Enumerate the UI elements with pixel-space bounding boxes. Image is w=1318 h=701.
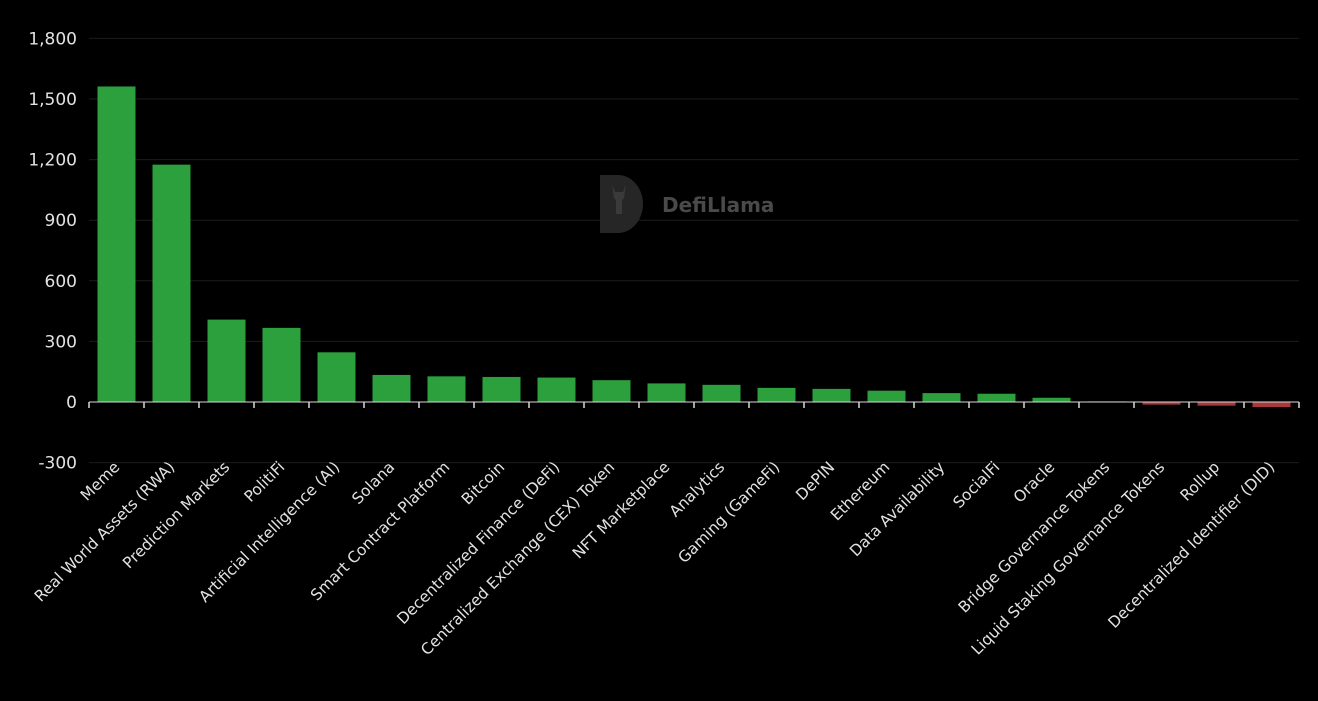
x-tick-label: Rollup: [1177, 458, 1224, 505]
defillama-watermark: DefiLlama: [600, 175, 774, 233]
bar[interactable]: [757, 387, 796, 402]
x-tick-label: Solana: [349, 458, 399, 508]
llama-logo-icon: [600, 175, 643, 233]
bar[interactable]: [702, 384, 741, 402]
x-tick-label: DePIN: [792, 458, 838, 504]
y-tick-label: 1,800: [28, 29, 77, 49]
x-tick-label: PolitiFi: [241, 458, 289, 506]
bar[interactable]: [97, 86, 136, 402]
bar[interactable]: [812, 388, 851, 402]
y-tick-label: 600: [45, 272, 77, 292]
x-tick-label: Bitcoin: [458, 458, 508, 508]
x-tick-label: SocialFi: [950, 458, 1004, 512]
x-tick-label: Liquid Staking Governance Tokens: [968, 458, 1169, 659]
x-tick-label: NFT Marketplace: [569, 458, 673, 562]
x-tick-label: Gaming (GameFi): [675, 458, 784, 567]
watermark-text: DefiLlama: [662, 193, 774, 217]
y-tick-label: -300: [38, 454, 77, 474]
bar[interactable]: [262, 327, 301, 402]
y-tick-label: 300: [45, 332, 77, 352]
x-tick-label: Data Availability: [846, 458, 948, 560]
bar[interactable]: [1032, 397, 1071, 402]
bar[interactable]: [592, 380, 631, 402]
bar[interactable]: [1142, 402, 1181, 405]
x-tick-label: Meme: [77, 458, 123, 504]
bars: [97, 86, 1291, 408]
bar[interactable]: [647, 383, 686, 402]
bar[interactable]: [922, 393, 961, 402]
bar[interactable]: [152, 164, 191, 402]
bar[interactable]: [1252, 402, 1291, 408]
bar[interactable]: [537, 377, 576, 402]
y-tick-label: 1,200: [28, 151, 77, 171]
y-axis: -300 0 300 600 900 1,200 1,500 1,800: [28, 29, 77, 473]
x-tick-label: Centralized Exchange (CEX) Token: [417, 458, 618, 659]
y-tick-label: 1,500: [28, 90, 77, 110]
x-axis: [88, 401, 1300, 408]
bar[interactable]: [372, 374, 411, 402]
bar[interactable]: [317, 352, 356, 402]
bar[interactable]: [1197, 402, 1236, 406]
bar[interactable]: [427, 376, 466, 402]
x-tick-label: Prediction Markets: [119, 458, 233, 572]
x-tick-label: Oracle: [1010, 458, 1058, 506]
bar[interactable]: [867, 390, 906, 402]
bar[interactable]: [207, 319, 246, 402]
y-tick-label: 0: [66, 393, 77, 413]
bar[interactable]: [482, 376, 521, 402]
bar[interactable]: [977, 393, 1016, 402]
y-tick-label: 900: [45, 211, 77, 231]
